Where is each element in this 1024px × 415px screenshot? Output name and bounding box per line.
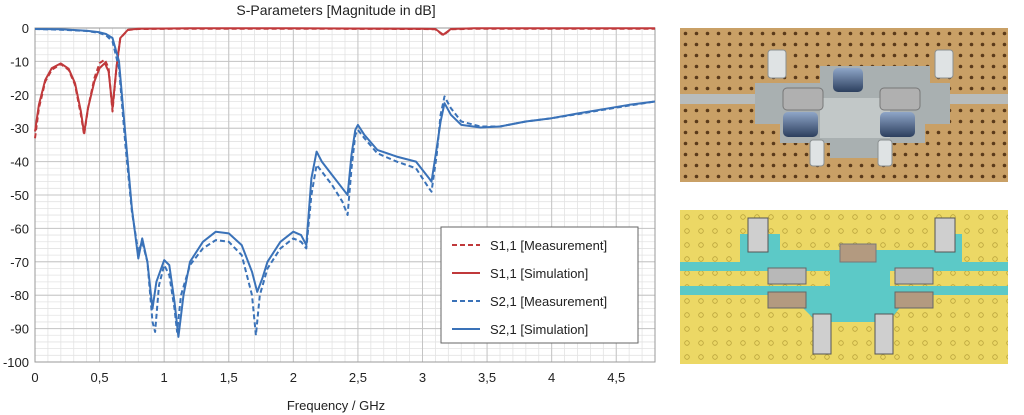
legend-label: S2,1 [Simulation]	[490, 322, 588, 337]
y-tick-label: -10	[10, 54, 29, 69]
y-tick-label: -40	[10, 155, 29, 170]
y-tick-label: -100	[3, 355, 29, 370]
legend-label: S2,1 [Measurement]	[490, 294, 607, 309]
s-parameter-chart: S-Parameters [Magnitude in dB] 0 -10 -20 -3…	[3, 2, 656, 413]
y-tick-label: -80	[10, 288, 29, 303]
y-tick-label: -20	[10, 88, 29, 103]
x-tick-label: 4	[548, 370, 555, 385]
legend-box	[440, 226, 639, 344]
x-tick-label: 2	[290, 370, 297, 385]
series-layer	[34, 27, 656, 338]
y-tick-label: 0	[22, 21, 29, 36]
y-tick-label: -60	[10, 221, 29, 236]
x-axis-ticks: 0 0,5 1 1,5 2 2,5 3 3,5 4 4,5	[31, 370, 625, 385]
y-tick-label: -90	[10, 322, 29, 337]
legend-label: S1,1 [Simulation]	[490, 266, 588, 281]
x-tick-label: 0,5	[91, 370, 109, 385]
series-line	[34, 28, 656, 337]
x-tick-label: 1	[161, 370, 168, 385]
y-axis-ticks: 0 -10 -20 -30 -40 -50 -60 -70 -80 -90 -100	[3, 21, 29, 370]
y-tick-label: -50	[10, 188, 29, 203]
pcb-layout-icon	[680, 210, 1008, 364]
legend: S1,1 [Measurement] S1,1 [Simulation] S2,1 …	[440, 226, 639, 344]
y-tick-label: -30	[10, 121, 29, 136]
x-tick-label: 3	[419, 370, 426, 385]
legend-label: S1,1 [Measurement]	[490, 238, 607, 253]
y-tick-label: -70	[10, 255, 29, 270]
chart-title: S-Parameters [Magnitude in dB]	[236, 2, 435, 18]
x-tick-label: 0	[31, 370, 38, 385]
series-line	[34, 28, 656, 338]
x-tick-label: 3,5	[478, 370, 496, 385]
x-tick-label: 2,5	[349, 370, 367, 385]
x-tick-label: 4,5	[607, 370, 625, 385]
pcb-photo-icon	[680, 28, 1008, 182]
x-axis-label: Frequency / GHz	[287, 398, 385, 413]
x-tick-label: 1,5	[220, 370, 238, 385]
series-line	[34, 27, 655, 135]
